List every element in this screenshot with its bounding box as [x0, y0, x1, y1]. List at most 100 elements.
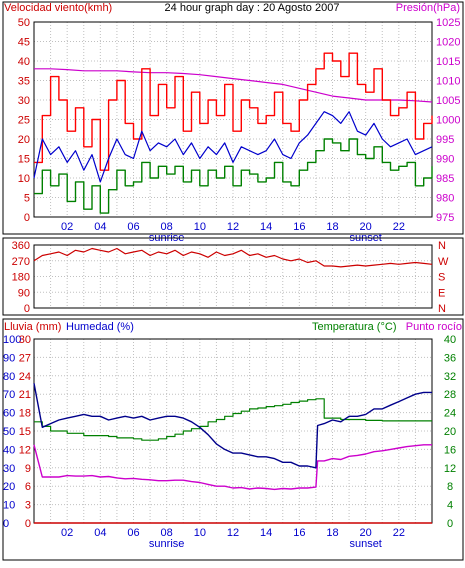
compass-tick-label: E	[438, 287, 445, 299]
y-tick-label-left: 180	[12, 272, 30, 284]
x-tick-label: 18	[326, 221, 338, 233]
x-tick-label: 02	[61, 221, 73, 233]
wind-pressure-panel: Velocidad viento(kmh) 24 hour graph day …	[2, 1, 464, 244]
panel-frame	[2, 318, 464, 561]
wind-speed-line	[34, 52, 433, 171]
x-tick-label: 06	[127, 221, 139, 233]
rain-humidity-temp-panel: Lluvia (mm) Humedad (%) Temperatura (°C)…	[2, 318, 464, 561]
x-tick-label: 08	[161, 527, 173, 539]
humidity-tick-label: 20	[3, 481, 15, 493]
x-tick-label: 20	[360, 527, 372, 539]
y-tick-label-right: 995	[436, 134, 454, 146]
humidity-axis-title: Humedad (%)	[66, 321, 134, 333]
pressure-axis-title: Presión(hPa)	[396, 2, 460, 14]
rain-humidity-temp-grid	[2, 318, 464, 561]
pressure-line	[34, 68, 433, 103]
humidity-tick-label: 50	[3, 426, 15, 438]
panel-frame	[2, 237, 464, 316]
x-tick-label: 14	[260, 527, 272, 539]
compass-tick-label: S	[438, 272, 445, 284]
humidity-tick-label: 90	[3, 352, 15, 364]
y-tick-label-right: 1005	[436, 95, 460, 107]
chart-title: 24 hour graph day : 20 Agosto 2007	[165, 2, 340, 14]
x-tick-label: 04	[94, 527, 106, 539]
dew-point-line	[33, 444, 432, 491]
humidity-tick-label: 80	[3, 371, 15, 383]
humidity-tick-label: 100	[3, 334, 21, 346]
rain-tick-label: 24	[19, 371, 31, 383]
temperature-tick-label: 4	[447, 500, 453, 512]
temperature-tick-label: 40	[444, 334, 456, 346]
y-tick-label-left: 90	[18, 287, 30, 299]
wind-direction-panel: 0 N 90 E 180 S 270 W 360 N	[2, 237, 464, 316]
x-tick-label: 16	[293, 527, 305, 539]
humidity-tick-label: 70	[3, 389, 15, 401]
y-tick-label-right: 1000	[436, 115, 460, 127]
rain-tick-label: 18	[19, 408, 31, 420]
rain-tick-label: 27	[19, 352, 31, 364]
x-tick-label: 12	[227, 527, 239, 539]
x-tick-label: 10	[194, 527, 206, 539]
compass-tick-label: N	[438, 303, 446, 315]
rain-tick-label: 12	[19, 444, 31, 456]
temperature-line	[34, 398, 432, 441]
temperature-tick-label: 16	[444, 444, 456, 456]
rain-axis-title: Lluvia (mm)	[4, 321, 61, 333]
wind-direction-grid	[2, 237, 464, 316]
rain-tick-label: 21	[19, 389, 31, 401]
y-tick-label-left: 40	[18, 56, 30, 68]
y-tick-label-left: 50	[18, 17, 30, 29]
x-tick-label: 18	[326, 527, 338, 539]
humidity-tick-label: 0	[3, 518, 9, 530]
rain-humidity-temp-series	[33, 383, 432, 524]
x-tick-label: 22	[393, 527, 405, 539]
y-tick-label-right: 1015	[436, 56, 460, 68]
y-tick-label-right: 975	[436, 212, 454, 224]
y-tick-label-left: 15	[18, 154, 30, 166]
wind-direction-series	[33, 247, 433, 268]
humidity-tick-label: 40	[3, 444, 15, 456]
y-tick-label-left: 20	[18, 134, 30, 146]
y-tick-label-left: 30	[18, 95, 30, 107]
compass-tick-label: W	[438, 256, 449, 268]
wind-pressure-tick-labels: 0510152025303540455097598098599099510001…	[18, 17, 461, 244]
wind-min-line	[34, 138, 433, 214]
y-tick-label-right: 985	[436, 173, 454, 185]
temperature-tick-label: 36	[444, 352, 456, 364]
temperature-axis-title: Temperatura (°C)	[312, 321, 396, 333]
rain-tick-label: 3	[25, 500, 31, 512]
y-tick-label-left: 35	[18, 76, 30, 88]
x-tick-label: 02	[61, 527, 73, 539]
x-tick-label: 16	[293, 221, 305, 233]
y-tick-label-left: 5	[24, 193, 30, 205]
panel-frame	[2, 1, 464, 235]
y-tick-label-left: 25	[18, 115, 30, 127]
wind-speed-axis-title: Velocidad viento(kmh)	[4, 2, 112, 14]
y-tick-label-left: 0	[24, 212, 30, 224]
rain-humidity-temp-tick-labels: 0102030405060708090100036912151821242730…	[3, 334, 456, 550]
y-tick-label-right: 990	[436, 154, 454, 166]
compass-tick-label: N	[438, 240, 446, 252]
humidity-tick-label: 60	[3, 408, 15, 420]
dew-point-axis-title: Punto rocío	[406, 321, 462, 333]
temperature-tick-label: 20	[444, 426, 456, 438]
x-tick-label: 10	[194, 221, 206, 233]
temperature-tick-label: 0	[447, 518, 453, 530]
x-tick-label: 06	[127, 527, 139, 539]
rain-tick-label: 6	[25, 481, 31, 493]
wind-direction-line	[33, 247, 433, 268]
x-annotation-sunrise: sunrise	[149, 538, 184, 550]
temperature-tick-label: 12	[444, 463, 456, 475]
rain-tick-label: 9	[25, 463, 31, 475]
y-tick-label-left: 45	[18, 37, 30, 49]
y-tick-label-right: 980	[436, 193, 454, 205]
x-annotation-sunset: sunset	[349, 538, 381, 550]
x-tick-label: 12	[227, 221, 239, 233]
y-tick-label-left: 270	[12, 256, 30, 268]
humidity-line	[33, 383, 432, 469]
rain-tick-label: 30	[19, 334, 31, 346]
y-tick-label-left: 10	[18, 173, 30, 185]
rain-tick-label: 0	[25, 518, 31, 530]
